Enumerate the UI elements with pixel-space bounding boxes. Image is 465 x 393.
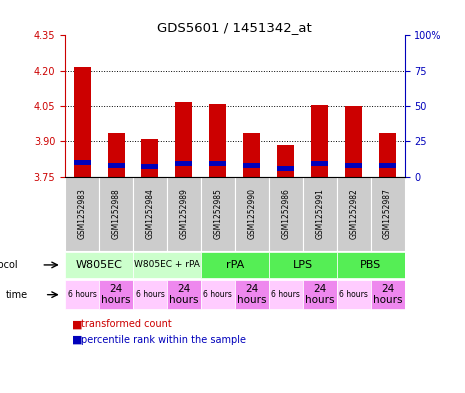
Bar bbox=[371, 176, 405, 251]
Bar bbox=[303, 280, 337, 309]
Bar bbox=[133, 280, 167, 309]
Text: GSM1252990: GSM1252990 bbox=[247, 188, 256, 239]
Bar bbox=[209, 162, 226, 166]
Bar bbox=[107, 163, 125, 168]
Text: rPA: rPA bbox=[226, 260, 244, 270]
Text: GSM1252985: GSM1252985 bbox=[213, 188, 222, 239]
Bar bbox=[175, 162, 193, 166]
Bar bbox=[107, 133, 125, 176]
Text: GSM1252991: GSM1252991 bbox=[315, 188, 324, 239]
Bar bbox=[141, 139, 159, 176]
Bar bbox=[167, 280, 201, 309]
Text: 6 hours: 6 hours bbox=[339, 290, 368, 299]
Text: GSM1252984: GSM1252984 bbox=[146, 188, 154, 239]
Bar bbox=[235, 280, 269, 309]
Bar bbox=[243, 163, 260, 168]
Bar bbox=[65, 252, 133, 278]
Text: ■: ■ bbox=[72, 335, 83, 345]
Bar bbox=[277, 145, 294, 176]
Bar bbox=[337, 176, 371, 251]
Bar bbox=[311, 105, 328, 176]
Text: protocol: protocol bbox=[0, 260, 18, 270]
Text: 24
hours: 24 hours bbox=[101, 284, 131, 305]
Bar bbox=[337, 280, 371, 309]
Text: PBS: PBS bbox=[360, 260, 381, 270]
Bar bbox=[371, 280, 405, 309]
Bar bbox=[311, 162, 328, 166]
Text: 24
hours: 24 hours bbox=[373, 284, 402, 305]
Bar bbox=[65, 176, 99, 251]
Text: ■: ■ bbox=[72, 319, 83, 329]
Bar bbox=[269, 176, 303, 251]
Bar bbox=[209, 105, 226, 176]
Bar bbox=[141, 164, 159, 169]
Bar bbox=[235, 176, 269, 251]
Text: GSM1252988: GSM1252988 bbox=[112, 188, 120, 239]
Title: GDS5601 / 1451342_at: GDS5601 / 1451342_at bbox=[158, 21, 312, 34]
Text: GSM1252987: GSM1252987 bbox=[383, 188, 392, 239]
Bar bbox=[379, 163, 396, 168]
Text: 6 hours: 6 hours bbox=[271, 290, 300, 299]
Text: GSM1252983: GSM1252983 bbox=[78, 188, 86, 239]
Bar bbox=[133, 252, 201, 278]
Bar bbox=[243, 133, 260, 176]
Bar bbox=[175, 102, 193, 176]
Bar bbox=[379, 133, 396, 176]
Text: 24
hours: 24 hours bbox=[237, 284, 266, 305]
Bar bbox=[277, 166, 294, 171]
Text: 24
hours: 24 hours bbox=[169, 284, 199, 305]
Bar bbox=[65, 280, 99, 309]
Bar bbox=[133, 176, 167, 251]
Text: W805EC + rPA: W805EC + rPA bbox=[134, 261, 200, 270]
Bar bbox=[345, 163, 362, 168]
Text: 6 hours: 6 hours bbox=[135, 290, 165, 299]
Bar bbox=[337, 252, 405, 278]
Bar bbox=[201, 176, 235, 251]
Bar bbox=[303, 176, 337, 251]
Text: GSM1252982: GSM1252982 bbox=[349, 188, 358, 239]
Bar bbox=[73, 160, 91, 165]
Text: 6 hours: 6 hours bbox=[203, 290, 232, 299]
Bar bbox=[201, 280, 235, 309]
Bar bbox=[99, 176, 133, 251]
Bar bbox=[269, 252, 337, 278]
Bar bbox=[73, 67, 91, 176]
Bar bbox=[99, 280, 133, 309]
Text: GSM1252986: GSM1252986 bbox=[281, 188, 290, 239]
Text: GSM1252989: GSM1252989 bbox=[179, 188, 188, 239]
Bar bbox=[201, 252, 269, 278]
Bar bbox=[345, 107, 362, 176]
Bar bbox=[269, 280, 303, 309]
Bar bbox=[167, 176, 201, 251]
Text: W805EC: W805EC bbox=[76, 260, 122, 270]
Text: LPS: LPS bbox=[292, 260, 313, 270]
Text: 24
hours: 24 hours bbox=[305, 284, 334, 305]
Text: time: time bbox=[6, 290, 28, 300]
Text: transformed count: transformed count bbox=[81, 319, 172, 329]
Text: percentile rank within the sample: percentile rank within the sample bbox=[81, 335, 246, 345]
Text: 6 hours: 6 hours bbox=[67, 290, 97, 299]
